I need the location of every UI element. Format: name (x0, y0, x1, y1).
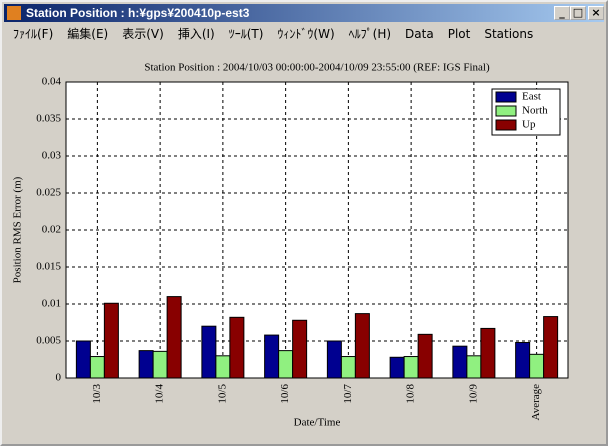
minimize-button[interactable]: _ (554, 6, 570, 20)
bar (292, 319, 308, 379)
bar (480, 327, 496, 379)
bar (229, 316, 245, 379)
x-tick-label: Average (530, 384, 542, 421)
legend-label: North (522, 105, 548, 117)
bar (354, 313, 370, 379)
window-title: Station Position : h:¥gps¥200410p-est3 (26, 6, 250, 20)
legend-swatch (495, 105, 517, 117)
x-tick-label: 10/8 (405, 384, 417, 404)
menu-item[interactable]: 表示(V) (122, 27, 164, 41)
legend-label: Up (522, 119, 536, 131)
menu-item[interactable]: 挿入(I) (177, 27, 215, 41)
close-button[interactable]: × (588, 6, 604, 20)
x-tick-label: 10/4 (154, 384, 166, 404)
menu-bar: ﾌｧｲﾙ(F) 編集(E) 表示(V) 挿入(I) ﾂｰﾙ(T) ｳｨﾝﾄﾞｳ(W) ﾍﾙﾌ… (6, 24, 540, 44)
bar (89, 356, 105, 379)
bar (543, 316, 559, 379)
bar (452, 345, 468, 379)
menu-item[interactable]: Plot (447, 27, 471, 41)
app-icon (7, 6, 21, 20)
bar (166, 296, 182, 379)
y-axis-label: Position RMS Error (m) (12, 176, 24, 283)
chart-title: Station Position : 2004/10/03 00:00:00-2… (144, 62, 490, 74)
bar (466, 355, 482, 379)
bar (201, 325, 217, 379)
x-tick-label: 10/3 (91, 384, 103, 404)
menu-item[interactable]: ﾂｰﾙ(T) (228, 27, 264, 41)
bar (515, 341, 531, 379)
legend-swatch (495, 91, 517, 103)
maximize-button[interactable]: □ (570, 6, 586, 20)
menu-item[interactable]: ﾌｧｲﾙ(F) (13, 27, 54, 41)
x-tick-label: 10/5 (216, 384, 228, 404)
title-bar: Station Position : h:¥gps¥200410p-est3 _… (4, 4, 604, 22)
menu-item[interactable]: ﾍﾙﾌﾟ(H) (348, 27, 392, 41)
plot-frame (65, 81, 569, 379)
bar (529, 353, 545, 379)
y-tick-label: 0.025 (36, 187, 61, 199)
bar (326, 340, 342, 379)
y-tick-label: 0.035 (36, 113, 61, 125)
legend-swatch (495, 119, 517, 131)
bar (138, 350, 154, 379)
y-tick-label: 0.01 (42, 298, 61, 310)
bar (403, 356, 419, 379)
bar (389, 356, 405, 379)
menu-item[interactable]: 編集(E) (67, 27, 109, 41)
bar (215, 355, 231, 379)
x-tick-label: 10/6 (279, 384, 291, 404)
chart: Station Position : 2004/10/03 00:00:00-2… (12, 62, 569, 429)
legend-label: East (522, 91, 541, 103)
bar (278, 350, 294, 379)
y-tick-label: 0.005 (36, 335, 61, 347)
bar (417, 333, 433, 379)
menu-item[interactable]: Data (405, 27, 434, 41)
x-tick-label: 10/7 (342, 384, 354, 404)
bar (264, 334, 280, 379)
x-tick-label: 10/9 (467, 384, 479, 404)
bar (152, 350, 168, 379)
bar (75, 340, 91, 379)
y-tick-label: 0.02 (42, 224, 61, 236)
menu-item[interactable]: ｳｨﾝﾄﾞｳ(W) (277, 27, 335, 41)
x-axis-label: Date/Time (294, 417, 341, 429)
y-tick-label: 0.04 (42, 76, 62, 88)
y-tick-label: 0 (56, 372, 62, 384)
y-tick-label: 0.015 (36, 261, 61, 273)
bar (103, 302, 119, 379)
bar (340, 356, 356, 379)
y-tick-label: 0.03 (42, 150, 62, 162)
menu-item[interactable]: Stations (484, 27, 534, 41)
